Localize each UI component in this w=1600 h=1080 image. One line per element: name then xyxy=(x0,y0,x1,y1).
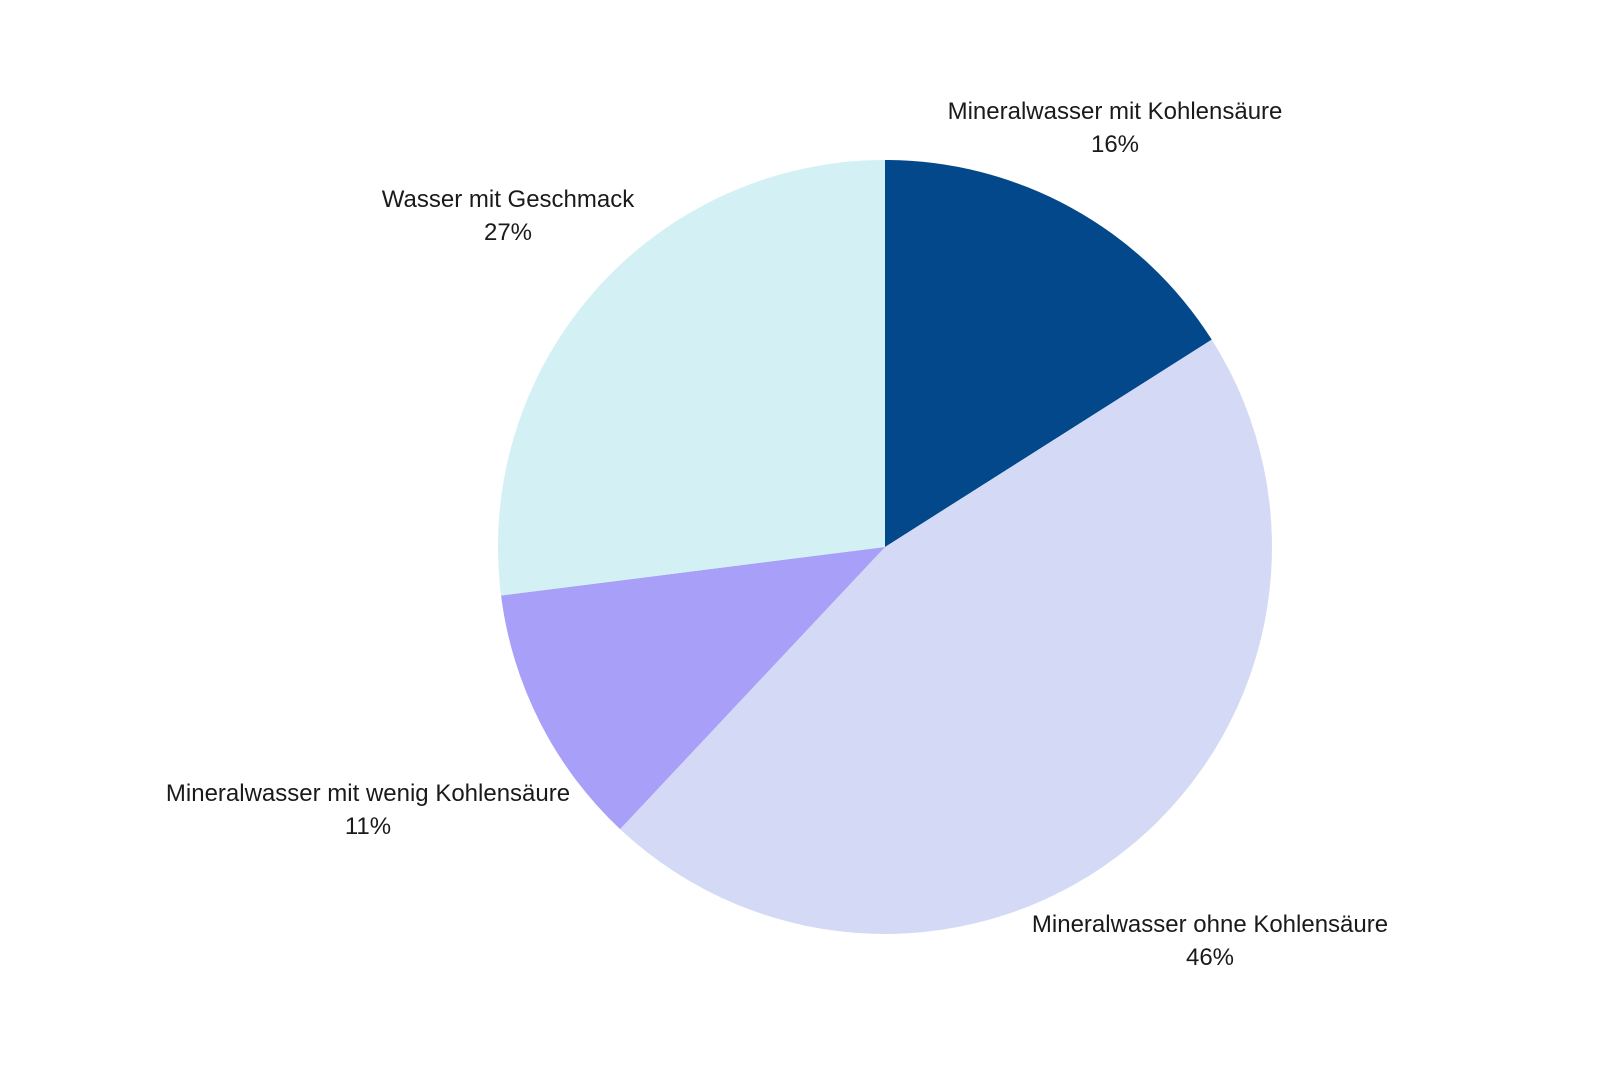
slice-label: Wasser mit Geschmack xyxy=(382,186,635,213)
slice-label: Mineralwasser mit wenig Kohlensäure xyxy=(166,780,570,807)
slice-value-label: 11% xyxy=(345,813,391,840)
labels-layer: Mineralwasser mit Kohlensäure 16% Mineralw… xyxy=(166,98,1388,971)
pie-slice xyxy=(885,160,1212,547)
slice-label: Mineralwasser ohne Kohlensäure xyxy=(1032,911,1388,938)
slice-value-label: 46% xyxy=(1186,944,1234,971)
pie-slice xyxy=(501,547,885,830)
slice-value-label: 27% xyxy=(484,219,532,246)
slice-value-label: 16% xyxy=(1091,131,1139,158)
slice-label: Mineralwasser mit Kohlensäure xyxy=(948,98,1283,125)
pie-slice xyxy=(620,339,1272,934)
slices-layer xyxy=(497,160,1272,934)
pie-slice xyxy=(497,160,885,596)
